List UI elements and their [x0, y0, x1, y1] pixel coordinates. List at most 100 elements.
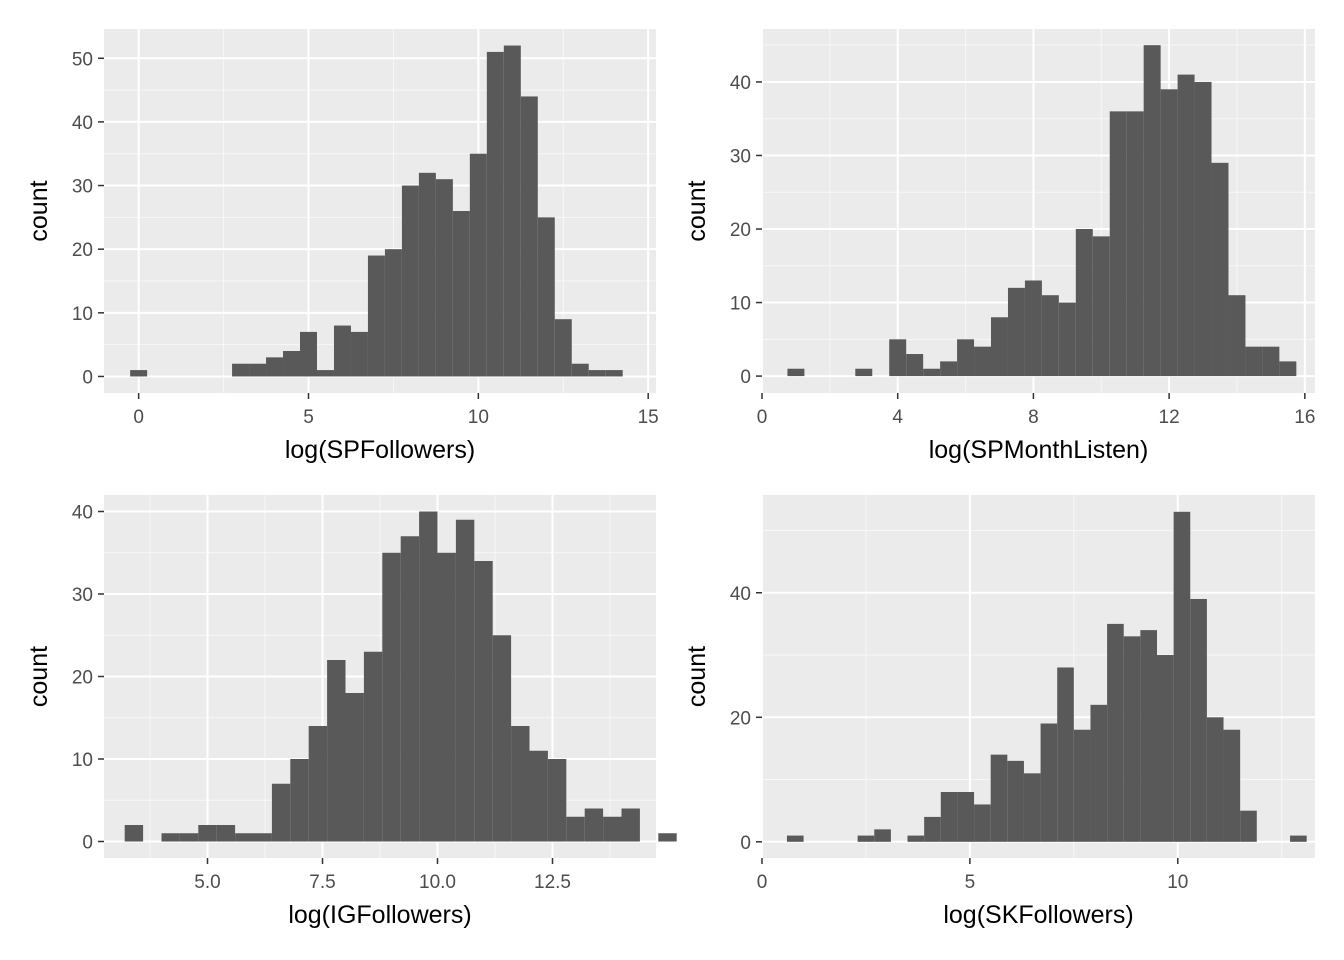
- histogram-bar: [382, 552, 401, 842]
- histogram-bar: [537, 217, 555, 377]
- histogram-bar: [1073, 729, 1091, 842]
- histogram-bar: [990, 754, 1008, 842]
- x-axis-title: log(IGFollowers): [288, 901, 471, 929]
- histogram-bar: [1190, 598, 1207, 842]
- histogram-bar: [974, 346, 992, 377]
- histogram-bar: [198, 825, 217, 842]
- histogram-bar: [235, 833, 254, 842]
- y-tick-label: 30: [72, 177, 93, 198]
- y-tick-label: 40: [72, 503, 93, 524]
- histogram-bar: [1075, 229, 1093, 377]
- histogram-bar: [588, 370, 606, 377]
- x-tick-label: 16: [1294, 407, 1315, 428]
- histogram-bar: [419, 511, 438, 842]
- histogram-bar: [1177, 74, 1195, 377]
- histogram-bar: [455, 519, 475, 842]
- histogram-bar: [1228, 295, 1246, 377]
- histogram-bar: [469, 153, 487, 377]
- histogram-bar: [418, 172, 436, 377]
- histogram-bar: [1123, 636, 1141, 842]
- histogram-bar: [907, 835, 925, 842]
- histogram-bar: [435, 179, 453, 377]
- histogram-bar: [1160, 89, 1178, 377]
- x-tick-label: 0: [757, 872, 768, 893]
- histogram-bar: [1041, 295, 1059, 377]
- y-tick-label: 0: [82, 367, 93, 388]
- y-tick-label: 40: [72, 113, 93, 134]
- x-tick-label: 12.5: [534, 872, 571, 893]
- y-tick-label: 20: [72, 240, 93, 261]
- histogram-panel-4: 0 5 10 0 20 40 log(SKFollowers) count: [683, 495, 1315, 929]
- histogram-bar: [1126, 111, 1144, 377]
- x-tick-label: 0: [133, 407, 144, 428]
- histogram-bar: [1092, 236, 1110, 377]
- x-tick-label: 4: [892, 407, 903, 428]
- histogram-bar: [520, 96, 538, 377]
- y-tick-label: 30: [72, 585, 93, 606]
- histogram-bar: [452, 211, 470, 377]
- y-tick-label: 10: [72, 304, 93, 325]
- histogram-bar: [486, 51, 504, 377]
- x-tick-label: 5.0: [194, 872, 220, 893]
- histogram-bar: [384, 249, 402, 377]
- histogram-bar: [232, 363, 250, 377]
- histogram-bar: [401, 185, 419, 377]
- y-tick-label: 30: [730, 146, 751, 167]
- histogram-bar: [991, 317, 1008, 377]
- histogram-bar: [511, 726, 530, 842]
- histogram-bar: [1057, 667, 1074, 842]
- y-tick-label: 20: [730, 708, 751, 729]
- y-tick-label: 40: [730, 73, 751, 94]
- histogram-bar: [249, 363, 267, 377]
- histogram-bar: [1290, 835, 1307, 842]
- histogram-bar: [1007, 287, 1025, 377]
- x-tick-label: 5: [965, 872, 976, 893]
- histogram-bar: [786, 835, 804, 842]
- histogram-bar: [1023, 773, 1041, 842]
- histogram-bar: [940, 361, 958, 377]
- x-tick-label: 5: [303, 407, 314, 428]
- y-axis-title: count: [683, 646, 711, 707]
- histogram-bar: [130, 370, 148, 377]
- histogram-bar: [974, 804, 991, 842]
- histogram-bar: [300, 331, 317, 377]
- histogram-bar: [584, 808, 604, 842]
- histogram-bar: [1090, 704, 1108, 842]
- y-axis-title: count: [25, 180, 53, 241]
- histogram-bar: [1107, 623, 1124, 842]
- histogram-bar: [266, 357, 284, 377]
- histogram-bar: [1157, 655, 1174, 842]
- histogram-bar: [529, 750, 548, 842]
- histogram-bar: [308, 726, 328, 842]
- histogram-bar: [605, 370, 623, 377]
- histogram-bar: [179, 833, 199, 842]
- y-tick-label: 0: [740, 833, 751, 854]
- histogram-bar: [492, 635, 512, 842]
- histogram-bar: [367, 255, 385, 377]
- x-tick-label: 10.0: [419, 872, 456, 893]
- y-axis-title: count: [25, 646, 53, 707]
- histogram-bar: [940, 792, 958, 842]
- y-tick-label: 20: [730, 220, 751, 241]
- histogram-bar: [855, 368, 873, 377]
- histogram-bar: [161, 833, 180, 842]
- histogram-bar: [658, 833, 677, 842]
- histogram-bar: [1140, 630, 1157, 842]
- histogram-bar: [124, 825, 144, 842]
- histogram-bar: [474, 561, 493, 842]
- y-tick-label: 50: [72, 49, 93, 70]
- histogram-bar: [1058, 302, 1076, 377]
- histogram-bar: [547, 759, 567, 842]
- histogram-bar: [1279, 361, 1297, 377]
- histogram-bar: [1194, 81, 1212, 377]
- x-tick-label: 8: [1028, 407, 1039, 428]
- histogram-bar: [906, 354, 924, 377]
- x-axis-title: log(SPFollowers): [285, 436, 475, 464]
- x-axis-title: log(SKFollowers): [943, 901, 1133, 929]
- histogram-bar: [1211, 162, 1229, 377]
- histogram-panel-3: 5.0 7.5 10.0 12.5 0 10 20 30 40 log(IGFollowers) c…: [25, 495, 677, 929]
- histogram-bar: [363, 651, 383, 842]
- histogram-bar: [874, 829, 891, 842]
- histogram-bar: [571, 363, 589, 377]
- histogram-bar: [924, 816, 941, 842]
